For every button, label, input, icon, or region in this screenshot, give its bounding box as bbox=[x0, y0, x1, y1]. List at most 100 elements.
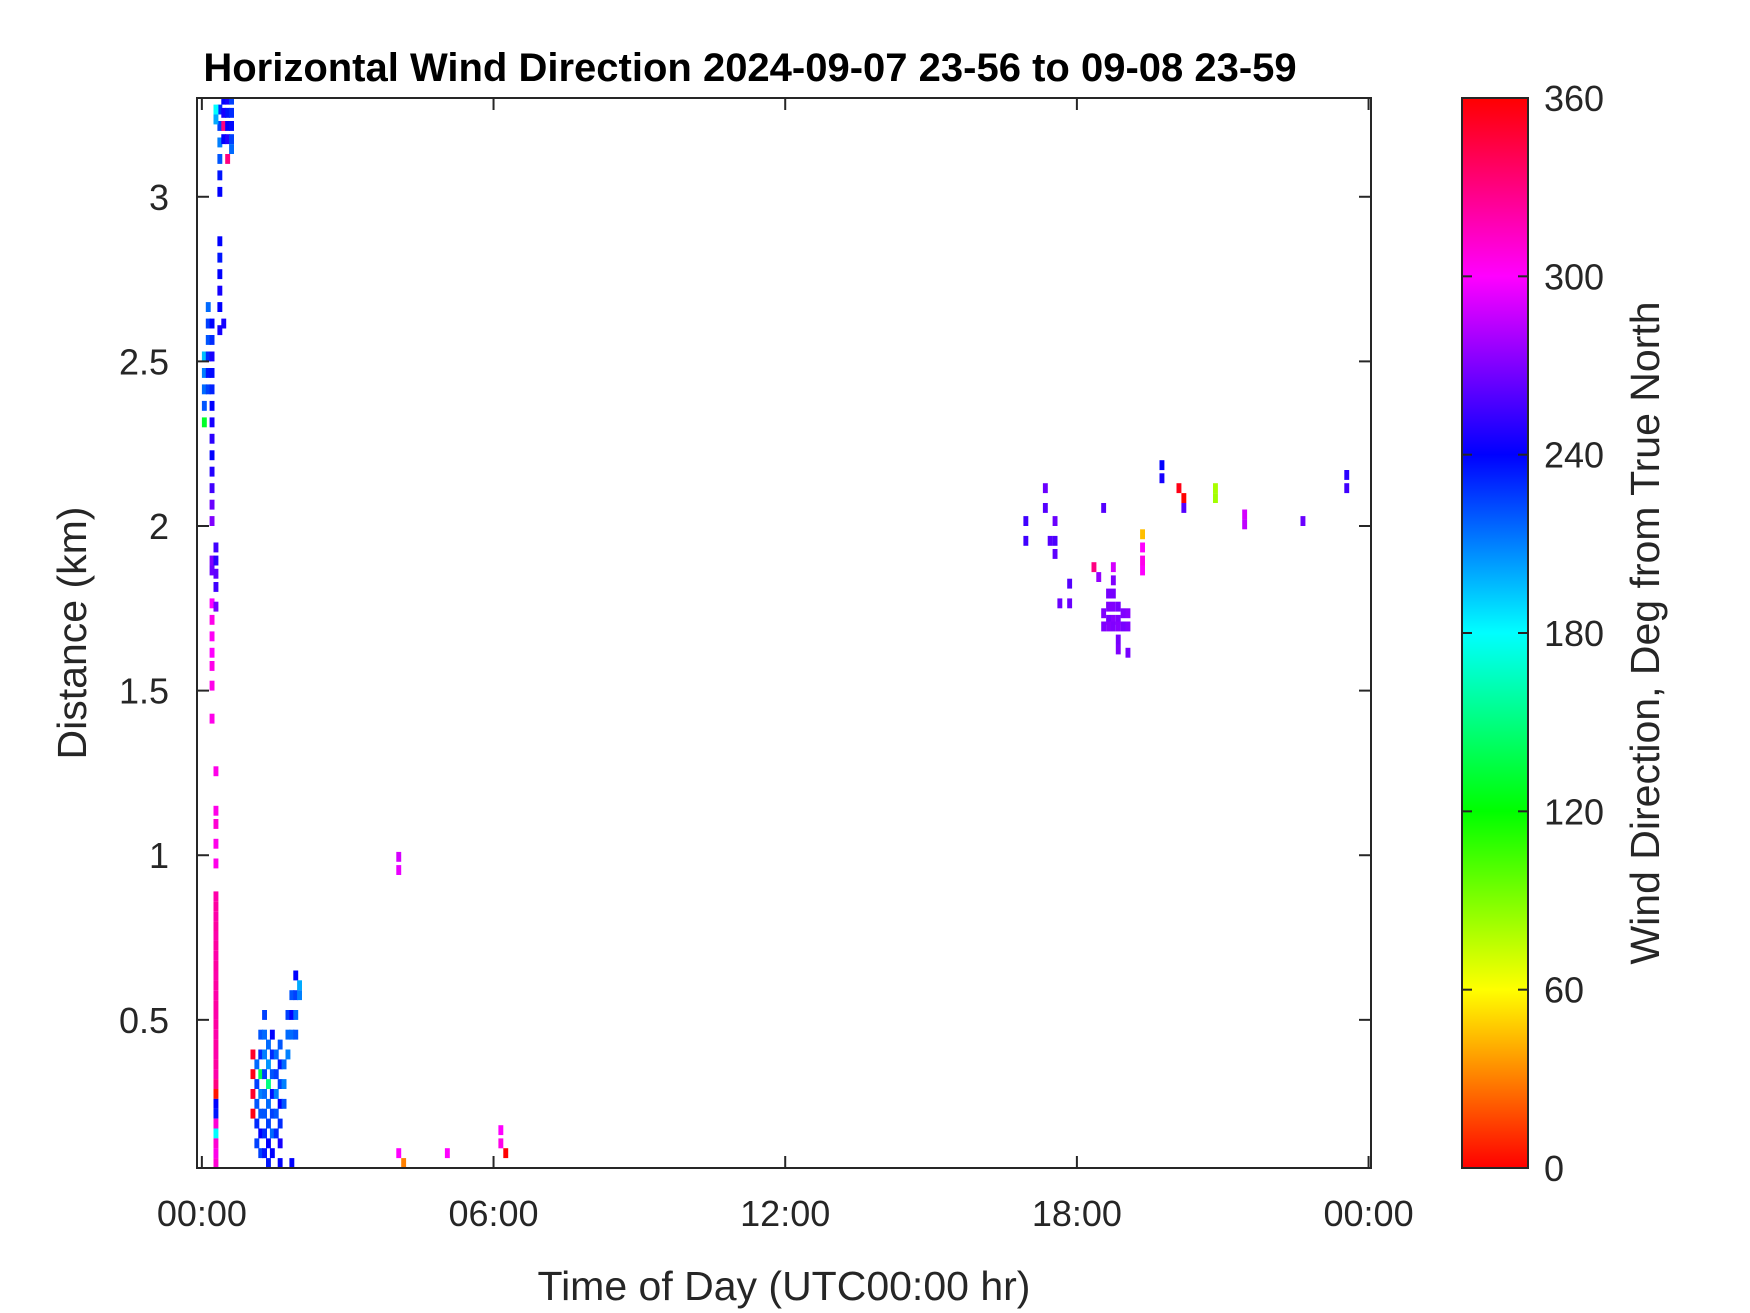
heatmap-cell bbox=[444, 1148, 450, 1159]
heatmap-cell bbox=[213, 1148, 219, 1159]
x-tick-label: 00:00 bbox=[1324, 1193, 1414, 1234]
heatmap-cell bbox=[209, 466, 215, 477]
heatmap-cell bbox=[289, 1010, 295, 1020]
heatmap-cell bbox=[1023, 535, 1029, 546]
heatmap-cell bbox=[250, 1089, 256, 1099]
colorbar-tick-label: 0 bbox=[1544, 1148, 1564, 1189]
heatmap-cell bbox=[201, 384, 207, 395]
heatmap-cell bbox=[1101, 608, 1107, 619]
heatmap-cell bbox=[209, 450, 215, 461]
heatmap-cell bbox=[1181, 493, 1187, 503]
heatmap-cell bbox=[266, 1039, 271, 1050]
heatmap-cell bbox=[281, 1079, 287, 1089]
heatmap-cell bbox=[213, 921, 219, 931]
heatmap-cell bbox=[266, 1158, 271, 1168]
heatmap-cell bbox=[277, 1079, 283, 1089]
heatmap-cell bbox=[229, 134, 234, 145]
heatmap-cell bbox=[201, 417, 207, 428]
heatmap-cell bbox=[217, 154, 223, 164]
heatmap-cell bbox=[213, 104, 219, 115]
heatmap-cell bbox=[297, 980, 302, 991]
heatmap-cell bbox=[209, 598, 215, 609]
chart-title: Horizontal Wind Direction 2024-09-07 23-… bbox=[203, 46, 1296, 90]
heatmap-cell bbox=[1110, 621, 1116, 632]
heatmap-cell bbox=[262, 1049, 267, 1060]
heatmap-cell bbox=[1110, 601, 1116, 612]
heatmap-cell bbox=[217, 121, 223, 131]
heatmap-cell bbox=[396, 865, 402, 875]
heatmap-cell bbox=[1101, 621, 1107, 632]
heatmap-cell bbox=[262, 1069, 267, 1080]
y-tick-label: 0.5 bbox=[119, 1000, 169, 1041]
heatmap-cell bbox=[401, 1158, 407, 1168]
heatmap-cell bbox=[213, 1118, 219, 1129]
heatmap-cell bbox=[213, 1098, 219, 1109]
heatmap-cell bbox=[262, 1010, 267, 1020]
heatmap-cell bbox=[396, 1148, 402, 1159]
heatmap-cell bbox=[213, 1089, 219, 1099]
heatmap-cell bbox=[1052, 535, 1058, 546]
heatmap-cell bbox=[213, 114, 219, 125]
heatmap-cell bbox=[1181, 503, 1187, 513]
heatmap-cell bbox=[269, 1089, 275, 1099]
heatmap-cell bbox=[1115, 621, 1121, 632]
heatmap-cell bbox=[205, 368, 211, 378]
heatmap-cell bbox=[277, 1059, 283, 1070]
heatmap-cell bbox=[1067, 598, 1073, 609]
heatmap-cell bbox=[209, 483, 215, 494]
heatmap-cell bbox=[266, 1138, 271, 1149]
heatmap-cell bbox=[201, 351, 207, 362]
heatmap-cell bbox=[258, 1049, 264, 1060]
heatmap-cell bbox=[1106, 614, 1111, 625]
plot-frame bbox=[196, 97, 1372, 1169]
heatmap-cell bbox=[221, 318, 227, 329]
heatmap-cell bbox=[273, 1128, 279, 1139]
heatmap-cell bbox=[213, 1079, 219, 1089]
heatmap-cell bbox=[285, 1049, 291, 1060]
heatmap-cell bbox=[269, 1029, 275, 1040]
heatmap-cell bbox=[266, 1098, 271, 1109]
heatmap-cell bbox=[213, 542, 219, 553]
heatmap-cell bbox=[1125, 608, 1131, 619]
heatmap-cell bbox=[266, 1079, 271, 1089]
heatmap-cell bbox=[281, 1059, 287, 1070]
heatmap-cell bbox=[1242, 509, 1248, 520]
heatmap-cell bbox=[1115, 614, 1121, 625]
heatmap-cell bbox=[213, 1158, 219, 1168]
heatmap-cell bbox=[1106, 621, 1111, 632]
heatmap-cell bbox=[1042, 503, 1048, 513]
heatmap-cell bbox=[205, 335, 211, 345]
heatmap-cell bbox=[213, 950, 219, 961]
heatmap-cell bbox=[1115, 634, 1121, 645]
heatmap-cell bbox=[258, 1089, 264, 1099]
heatmap-cell bbox=[217, 285, 223, 296]
heatmap-cell bbox=[1106, 601, 1111, 612]
heatmap-cell bbox=[213, 970, 219, 981]
heatmap-cell bbox=[258, 1069, 264, 1080]
heatmap-cell bbox=[213, 858, 219, 869]
heatmap-cell bbox=[213, 805, 219, 816]
heatmap-cell bbox=[217, 252, 223, 263]
heatmap-cell bbox=[209, 351, 215, 362]
heatmap-cell bbox=[289, 1029, 295, 1040]
heatmap-cell bbox=[1140, 542, 1145, 553]
heatmap-cell bbox=[209, 661, 215, 671]
y-tick-label: 1.5 bbox=[119, 671, 169, 712]
heatmap-cell bbox=[201, 368, 207, 378]
heatmap-cell bbox=[229, 144, 234, 154]
heatmap-cell bbox=[1344, 470, 1350, 480]
heatmap-cell bbox=[503, 1148, 509, 1159]
heatmap-cell bbox=[250, 1069, 256, 1080]
heatmap-cell bbox=[209, 417, 215, 428]
heatmap-cell bbox=[297, 990, 302, 1001]
heatmap-cell bbox=[254, 1138, 260, 1149]
heatmap-cell bbox=[277, 1039, 283, 1050]
heatmap-cell bbox=[289, 1158, 295, 1168]
heatmap-cell bbox=[225, 134, 231, 145]
heatmap-cell bbox=[1115, 601, 1121, 612]
heatmap-cell bbox=[254, 1118, 260, 1129]
heatmap-cell bbox=[262, 1108, 267, 1119]
colorbar-tick-label: 240 bbox=[1544, 435, 1604, 476]
heatmap-cell bbox=[258, 1128, 264, 1139]
